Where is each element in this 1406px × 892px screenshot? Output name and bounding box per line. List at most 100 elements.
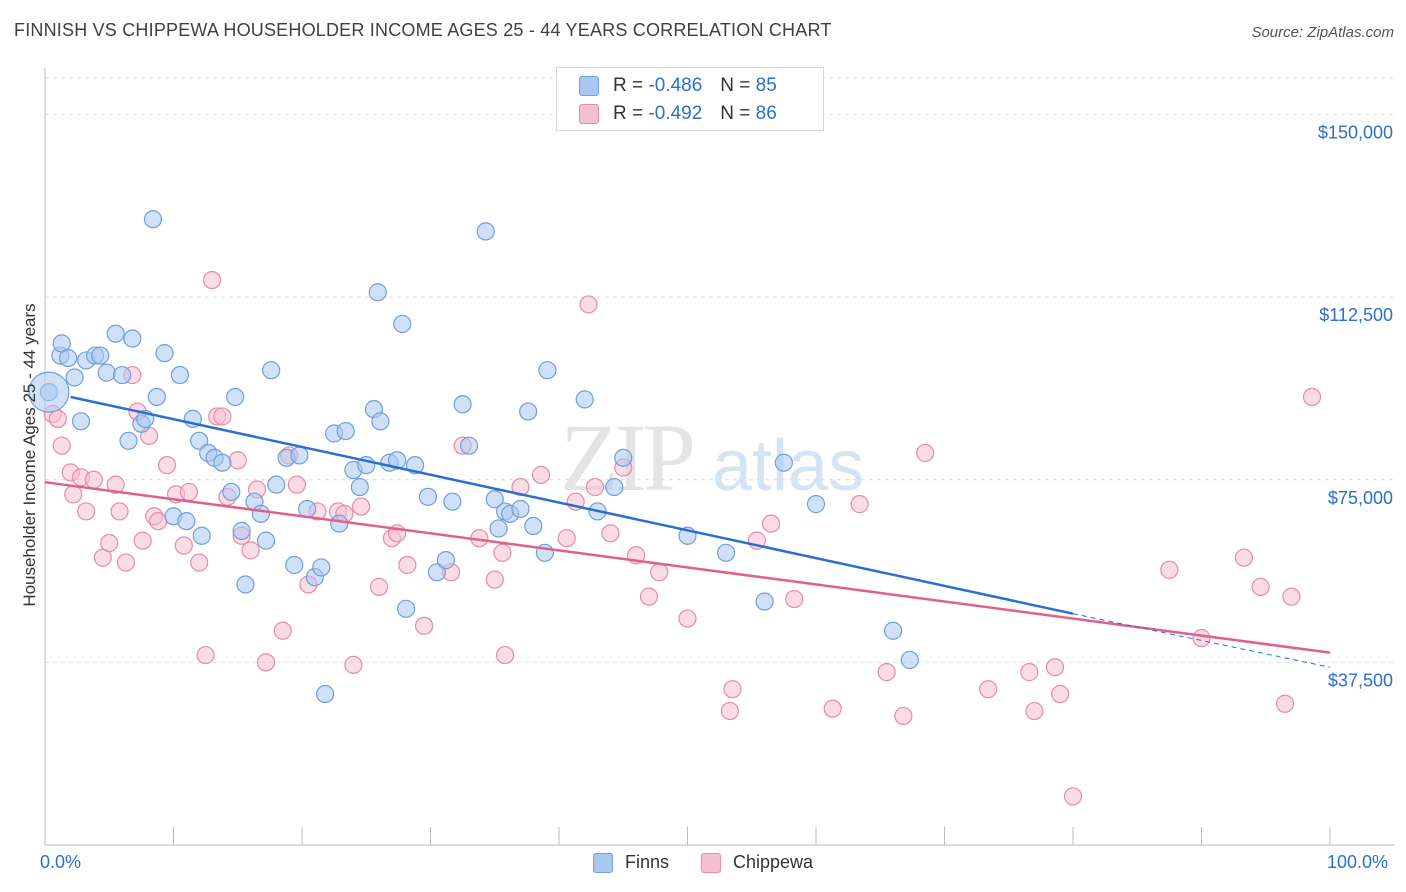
finns-point bbox=[112, 365, 132, 385]
y-tick-label: $75,000 bbox=[1328, 488, 1393, 508]
chippewa-point bbox=[344, 655, 363, 674]
chippewa-point bbox=[1234, 548, 1254, 567]
finns-point bbox=[336, 421, 355, 441]
legend-n-label: N = bbox=[720, 75, 751, 96]
finns-point bbox=[330, 514, 349, 533]
chippewa-point bbox=[256, 653, 276, 672]
chippewa-point bbox=[557, 529, 576, 548]
chippewa-point bbox=[52, 436, 71, 455]
finns-point bbox=[232, 521, 251, 540]
finns-point bbox=[774, 453, 793, 472]
chippewa-point bbox=[877, 663, 896, 682]
legend-r-value-finns: -0.486 bbox=[648, 75, 703, 96]
chippewa-point bbox=[761, 514, 781, 533]
chippewa-point bbox=[678, 609, 697, 628]
source-label: Source: ZipAtlas.com bbox=[1251, 24, 1394, 41]
finns-point bbox=[476, 222, 495, 241]
chippewa-point bbox=[133, 531, 152, 550]
chippewa-swatch bbox=[700, 852, 721, 873]
finns-point bbox=[256, 531, 276, 550]
finns-trendline bbox=[70, 395, 1074, 615]
chippewa-point bbox=[1051, 684, 1070, 704]
chippewa-point bbox=[601, 524, 620, 543]
series-legend-finns: Finns bbox=[592, 852, 669, 873]
finns-point bbox=[575, 390, 594, 409]
finns-point bbox=[97, 363, 116, 382]
chippewa-point bbox=[823, 699, 842, 718]
chart-title: FINNISH VS CHIPPEWA HOUSEHOLDER INCOME A… bbox=[14, 20, 832, 40]
finns-point bbox=[393, 314, 412, 334]
finns-point bbox=[251, 504, 270, 523]
chippewa-point bbox=[213, 407, 232, 426]
legend-swatch-chippewa bbox=[579, 104, 599, 124]
finns-point bbox=[614, 448, 633, 467]
finns-point bbox=[489, 519, 508, 538]
finns-point bbox=[396, 599, 416, 618]
finns-point bbox=[418, 487, 438, 506]
finns-point bbox=[119, 431, 138, 450]
finns-point bbox=[485, 490, 504, 509]
legend-row-chippewa: R = -0.492 N = 86 bbox=[579, 102, 777, 126]
finns-point bbox=[716, 543, 736, 562]
chippewa-point bbox=[1282, 587, 1301, 606]
chippewa-point bbox=[77, 502, 96, 521]
chippewa-point bbox=[352, 497, 371, 516]
chippewa-point bbox=[639, 587, 659, 606]
finns-point bbox=[453, 395, 472, 414]
chippewa-point bbox=[979, 680, 998, 699]
chippewa-point bbox=[723, 680, 742, 699]
chippewa-point bbox=[100, 533, 119, 553]
finns-point bbox=[123, 329, 142, 348]
chippewa-point bbox=[84, 470, 103, 489]
finns-point bbox=[222, 482, 241, 502]
finns-point bbox=[806, 495, 826, 514]
finns-point bbox=[316, 684, 335, 704]
finns-point bbox=[236, 575, 255, 594]
finns-point bbox=[524, 516, 543, 536]
chippewa-point bbox=[1045, 658, 1065, 677]
finns-point bbox=[71, 412, 91, 431]
finns-point bbox=[519, 402, 538, 421]
chippewa-point bbox=[64, 485, 83, 504]
chippewa-point bbox=[110, 502, 129, 521]
legend-swatch-finns bbox=[579, 76, 599, 96]
finns-trendline-extension bbox=[1072, 613, 1331, 668]
finns-point bbox=[143, 210, 163, 229]
chippewa-point bbox=[511, 477, 530, 497]
finns-point bbox=[106, 324, 125, 343]
chippewa-point bbox=[287, 475, 306, 494]
series-legend: Finns Chippewa bbox=[0, 852, 1406, 873]
finns-point bbox=[538, 361, 557, 380]
finns-point bbox=[267, 475, 286, 494]
chippewa-point bbox=[228, 451, 247, 470]
chippewa-point bbox=[493, 543, 512, 562]
chippewa-point bbox=[370, 577, 389, 596]
y-tick-label: $37,500 bbox=[1328, 670, 1393, 690]
chippewa-point bbox=[579, 295, 598, 314]
chippewa-label: Chippewa bbox=[732, 852, 814, 872]
chippewa-point bbox=[1275, 694, 1295, 713]
finns-point bbox=[262, 361, 281, 380]
y-axis-label: Householder Income Ages 25 - 44 years bbox=[20, 303, 39, 607]
finns-point bbox=[147, 387, 166, 407]
finns-point bbox=[368, 283, 387, 302]
chippewa-point bbox=[179, 482, 199, 502]
finns-point bbox=[59, 348, 78, 368]
chippewa-point bbox=[196, 645, 215, 665]
y-tick-label: $150,000 bbox=[1318, 123, 1393, 143]
chippewa-point bbox=[1192, 628, 1211, 648]
finns-point bbox=[192, 526, 211, 545]
finns-point bbox=[190, 431, 209, 450]
finns-point bbox=[91, 346, 110, 365]
finns-swatch bbox=[592, 852, 613, 873]
chippewa-point bbox=[202, 270, 222, 290]
finns-label: Finns bbox=[624, 852, 669, 872]
chippewa-point bbox=[116, 553, 136, 572]
chippewa-point bbox=[414, 616, 434, 635]
chippewa-point bbox=[190, 553, 209, 572]
chippewa-point bbox=[1025, 701, 1044, 721]
finns-point bbox=[900, 650, 919, 670]
chippewa-point bbox=[273, 621, 292, 640]
finns-point bbox=[755, 592, 774, 611]
